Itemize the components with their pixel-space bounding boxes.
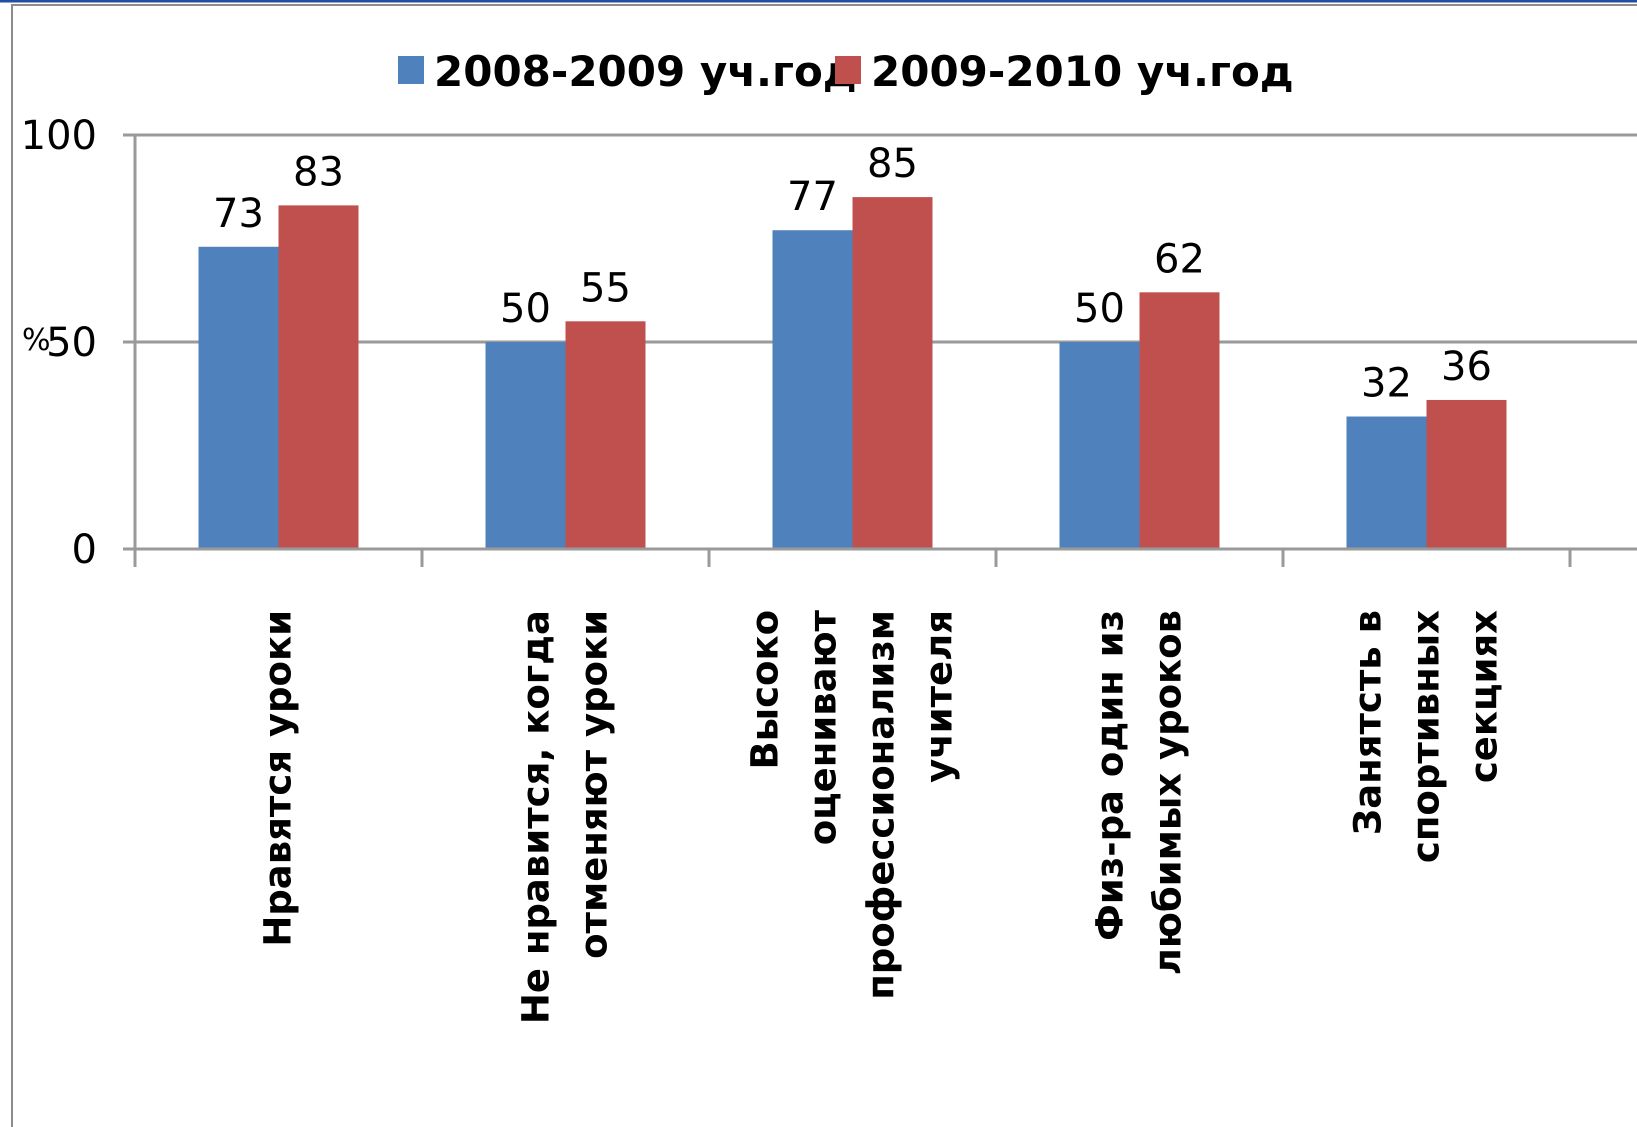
legend-label: 2008-2009 уч.год — [434, 47, 857, 96]
y-axis-label: % — [22, 323, 51, 358]
bar-series2-cat5 — [1426, 399, 1507, 549]
chart-frame — [11, 4, 1637, 1127]
bar-series1-cat5 — [1346, 416, 1427, 549]
bar-series2-cat2 — [565, 321, 646, 549]
category-label-2: Не нравится, когда отменяют уроки — [515, 610, 616, 1024]
legend-item-1: 2008-2009 уч.год — [398, 47, 857, 96]
bar-series2-cat1 — [278, 205, 359, 549]
data-labels: 73 83 50 55 77 85 50 62 32 36 — [213, 141, 1492, 406]
legend: 2008-2009 уч.год 2009-2010 уч.год — [398, 47, 1294, 96]
category-label-4: Физ-ра один из любимых уроков — [1089, 610, 1190, 975]
y-tick-label-50: 50 — [46, 320, 97, 366]
bar-series1-cat1 — [198, 246, 279, 549]
category-label-line: Не нравится, когда — [515, 610, 558, 1024]
legend-swatch — [835, 56, 861, 84]
bar-series2-cat4 — [1139, 292, 1220, 549]
data-label-series1-cat4: 50 — [1074, 286, 1125, 332]
category-label-line: секциях — [1463, 610, 1506, 783]
category-label-1: Нравятся уроки — [257, 610, 300, 947]
data-label-series1-cat2: 50 — [500, 286, 551, 332]
y-tick-label-0: 0 — [72, 527, 97, 573]
category-label-line: любимых уроков — [1147, 610, 1190, 975]
legend-swatch — [398, 56, 424, 84]
category-label-line: Физ-ра один из — [1089, 610, 1132, 941]
y-tick-labels: 0 50 100% — [21, 113, 97, 573]
data-label-series2-cat4: 62 — [1154, 236, 1205, 282]
bars — [198, 197, 1507, 549]
category-label-line: оценивают — [802, 609, 845, 845]
data-label-series2-cat2: 55 — [580, 265, 631, 311]
category-label-5: Занятсть в спортивных секциях — [1347, 610, 1506, 863]
data-label-series1-cat1: 73 — [213, 191, 264, 237]
legend-item-2: 2009-2010 уч.год — [835, 47, 1294, 96]
category-label-line: Занятсть в — [1347, 610, 1390, 835]
category-label-line: профессионализм — [860, 610, 903, 1000]
data-label-series2-cat1: 83 — [293, 149, 344, 195]
axes — [123, 135, 1637, 567]
data-label-series1-cat5: 32 — [1361, 361, 1412, 407]
bar-series2-cat3 — [852, 197, 933, 549]
data-label-series1-cat3: 77 — [787, 174, 838, 220]
category-label-line: Нравятся уроки — [257, 610, 300, 947]
category-label-line: отменяют уроки — [573, 610, 616, 959]
data-label-series2-cat5: 36 — [1441, 344, 1492, 390]
category-label-3: Высоко оценивают профессионализм учителя — [744, 609, 961, 999]
category-label-line: учителя — [918, 610, 961, 783]
data-label-series2-cat3: 85 — [867, 141, 918, 187]
y-tick-label-100: 100 — [21, 113, 97, 159]
bar-series1-cat3 — [772, 230, 853, 549]
category-label-line: спортивных — [1405, 610, 1448, 863]
category-label-line: Высоко — [744, 610, 787, 770]
category-labels: Нравятся уроки Не нравится, когда отменяют… — [257, 609, 1506, 1024]
legend-label: 2009-2010 уч.год — [871, 47, 1294, 96]
bar-series1-cat4 — [1059, 342, 1140, 549]
bar-series1-cat2 — [485, 342, 566, 549]
